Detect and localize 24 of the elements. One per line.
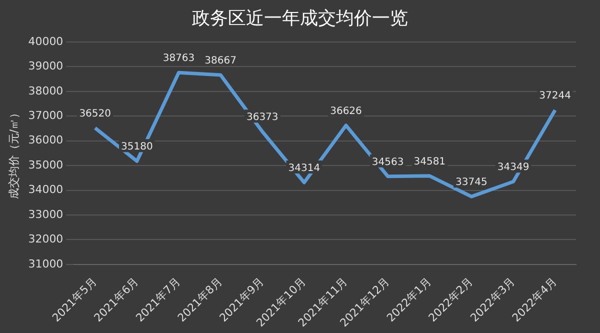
y-tick-label: 33000: [28, 208, 64, 221]
chart-title: 政务区近一年成交均价一览: [191, 7, 409, 30]
data-label: 38763: [162, 53, 195, 64]
data-label: 35180: [121, 142, 153, 153]
data-label: 34563: [372, 156, 404, 168]
y-tick-label: 38000: [28, 84, 64, 98]
data-label: 37244: [539, 90, 571, 102]
y-tick-label: 40000: [28, 34, 64, 48]
y-tick-label: 36000: [28, 134, 64, 147]
y-tick-label: 31000: [28, 257, 64, 270]
data-label: 33745: [456, 177, 488, 188]
data-label: 36373: [246, 112, 278, 124]
y-tick-label: 37000: [28, 109, 64, 122]
y-axis-title: 成交均价（元/㎡）: [7, 107, 20, 200]
data-label: 36520: [79, 108, 112, 120]
data-label: 34314: [288, 163, 320, 174]
y-tick-label: 34000: [28, 183, 64, 196]
data-label: 34581: [414, 156, 446, 168]
y-tick-label: 32000: [28, 232, 64, 246]
data-label: 36626: [330, 106, 362, 117]
data-label: 34349: [497, 162, 530, 174]
data-label: 38667: [204, 56, 236, 67]
y-tick-label: 35000: [28, 158, 64, 172]
y-tick-label: 39000: [28, 60, 64, 73]
